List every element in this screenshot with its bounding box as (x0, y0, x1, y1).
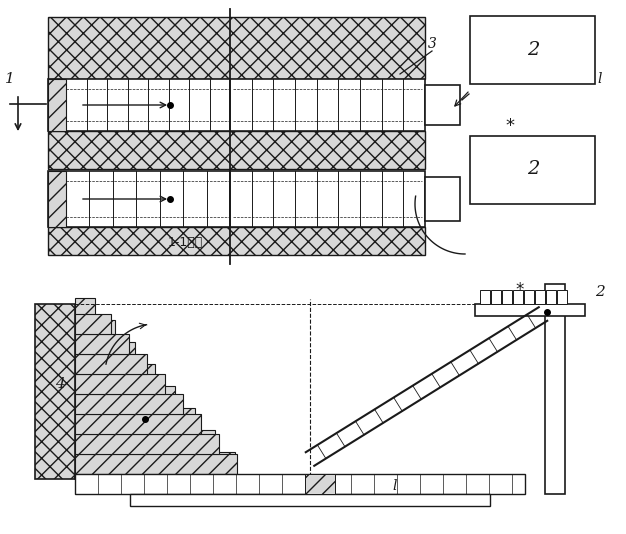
Bar (48, 227, 425, 255)
Bar (305, 474, 335, 494)
Bar (48, 79, 66, 131)
Bar (524, 290, 534, 304)
Text: 4: 4 (55, 377, 65, 391)
Bar (475, 304, 585, 316)
Text: 2: 2 (527, 160, 539, 178)
Bar (48, 171, 230, 227)
Bar (513, 290, 523, 304)
Bar (75, 334, 129, 354)
Bar (230, 171, 425, 227)
Bar (75, 314, 111, 334)
Bar (75, 342, 135, 364)
Bar (75, 408, 195, 430)
Bar (75, 474, 525, 494)
Bar (130, 494, 490, 506)
Bar (535, 290, 545, 304)
Text: 1-1断面: 1-1断面 (167, 235, 203, 248)
Text: 2: 2 (595, 285, 605, 299)
Bar (480, 290, 490, 304)
Bar (35, 304, 75, 479)
Text: 1: 1 (5, 72, 15, 86)
Bar (230, 79, 425, 131)
Bar (470, 136, 595, 204)
Text: l: l (393, 479, 398, 493)
Bar (75, 320, 115, 342)
Text: *: * (506, 117, 515, 135)
Bar (75, 454, 237, 474)
Bar (75, 386, 175, 408)
Bar (48, 131, 425, 169)
Bar (491, 290, 501, 304)
Bar (48, 17, 425, 79)
Bar (75, 434, 219, 454)
Bar (75, 374, 165, 394)
Bar (546, 290, 556, 304)
Bar (75, 354, 147, 374)
Bar (75, 298, 95, 320)
Bar (48, 171, 66, 227)
Bar (425, 85, 460, 125)
Bar (75, 414, 201, 434)
Bar (75, 394, 183, 414)
Bar (545, 284, 565, 494)
Bar (48, 79, 230, 131)
Bar (557, 290, 567, 304)
Bar (470, 16, 595, 84)
Bar (502, 290, 512, 304)
Text: *: * (516, 281, 524, 299)
Text: 2: 2 (527, 41, 539, 59)
Bar (425, 177, 460, 221)
Bar (75, 452, 235, 474)
Bar (75, 430, 215, 452)
Text: 3: 3 (428, 37, 436, 51)
Bar (75, 364, 155, 386)
Text: l: l (598, 72, 602, 86)
